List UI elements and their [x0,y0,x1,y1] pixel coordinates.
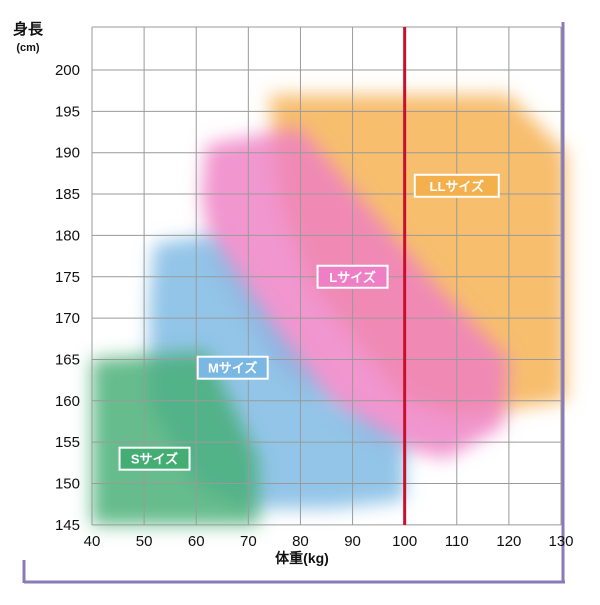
frame [22,22,565,584]
region-3 [92,351,259,525]
y-tick-label: 180 [55,227,80,244]
x-tick-label: 130 [548,533,573,550]
y-axis-unit: (cm) [16,42,40,54]
size-label-3: Sサイズ [118,446,191,471]
y-tick-label: 170 [55,310,80,327]
size-label-1: Lサイズ [316,264,389,289]
x-tick-label: 70 [240,533,257,550]
x-tick-label: 120 [496,533,521,550]
size-label-text: LLサイズ [430,179,485,194]
size-label-box [118,446,191,471]
x-tick-label: 110 [445,533,469,550]
y-tick-label: 145 [55,517,80,534]
x-tick-label: 50 [136,533,153,550]
y-tick-label: 160 [55,393,80,410]
x-tick-label: 80 [292,533,309,550]
size-label-box [413,173,500,198]
y-tick-label: 195 [55,103,80,120]
x-tick-label: 40 [84,533,101,550]
size-label-0: LLサイズ [413,173,500,198]
y-tick-label: 150 [55,476,80,493]
size-label-box [196,355,269,380]
size-label-text: Mサイズ [208,361,257,376]
size-labels: LLサイズ Lサイズ Mサイズ Sサイズ [118,173,500,471]
axes: 身長 (cm) 体重(kg) 145 150 155 160 165 170 175 180 1… [13,20,574,566]
y-tick-label: 155 [55,434,80,451]
y-tick-label: 190 [55,145,80,162]
y-tick-label: 200 [55,62,80,79]
size-label-text: Lサイズ [329,270,376,285]
region-1 [201,127,509,459]
y-axis-title: 身長 [13,20,44,38]
x-axis-title: 体重(kg) [275,550,329,566]
x-tick-label: 100 [392,533,417,550]
size-label-box [316,264,389,289]
x-tick-label: 90 [344,533,361,550]
y-tick-label: 185 [55,186,80,203]
y-tick-label: 165 [55,351,80,368]
size-label-2: Mサイズ [196,355,269,380]
size-label-text: Sサイズ [131,452,178,467]
x-tick-label: 60 [188,533,205,550]
y-tick-label: 175 [55,269,80,286]
